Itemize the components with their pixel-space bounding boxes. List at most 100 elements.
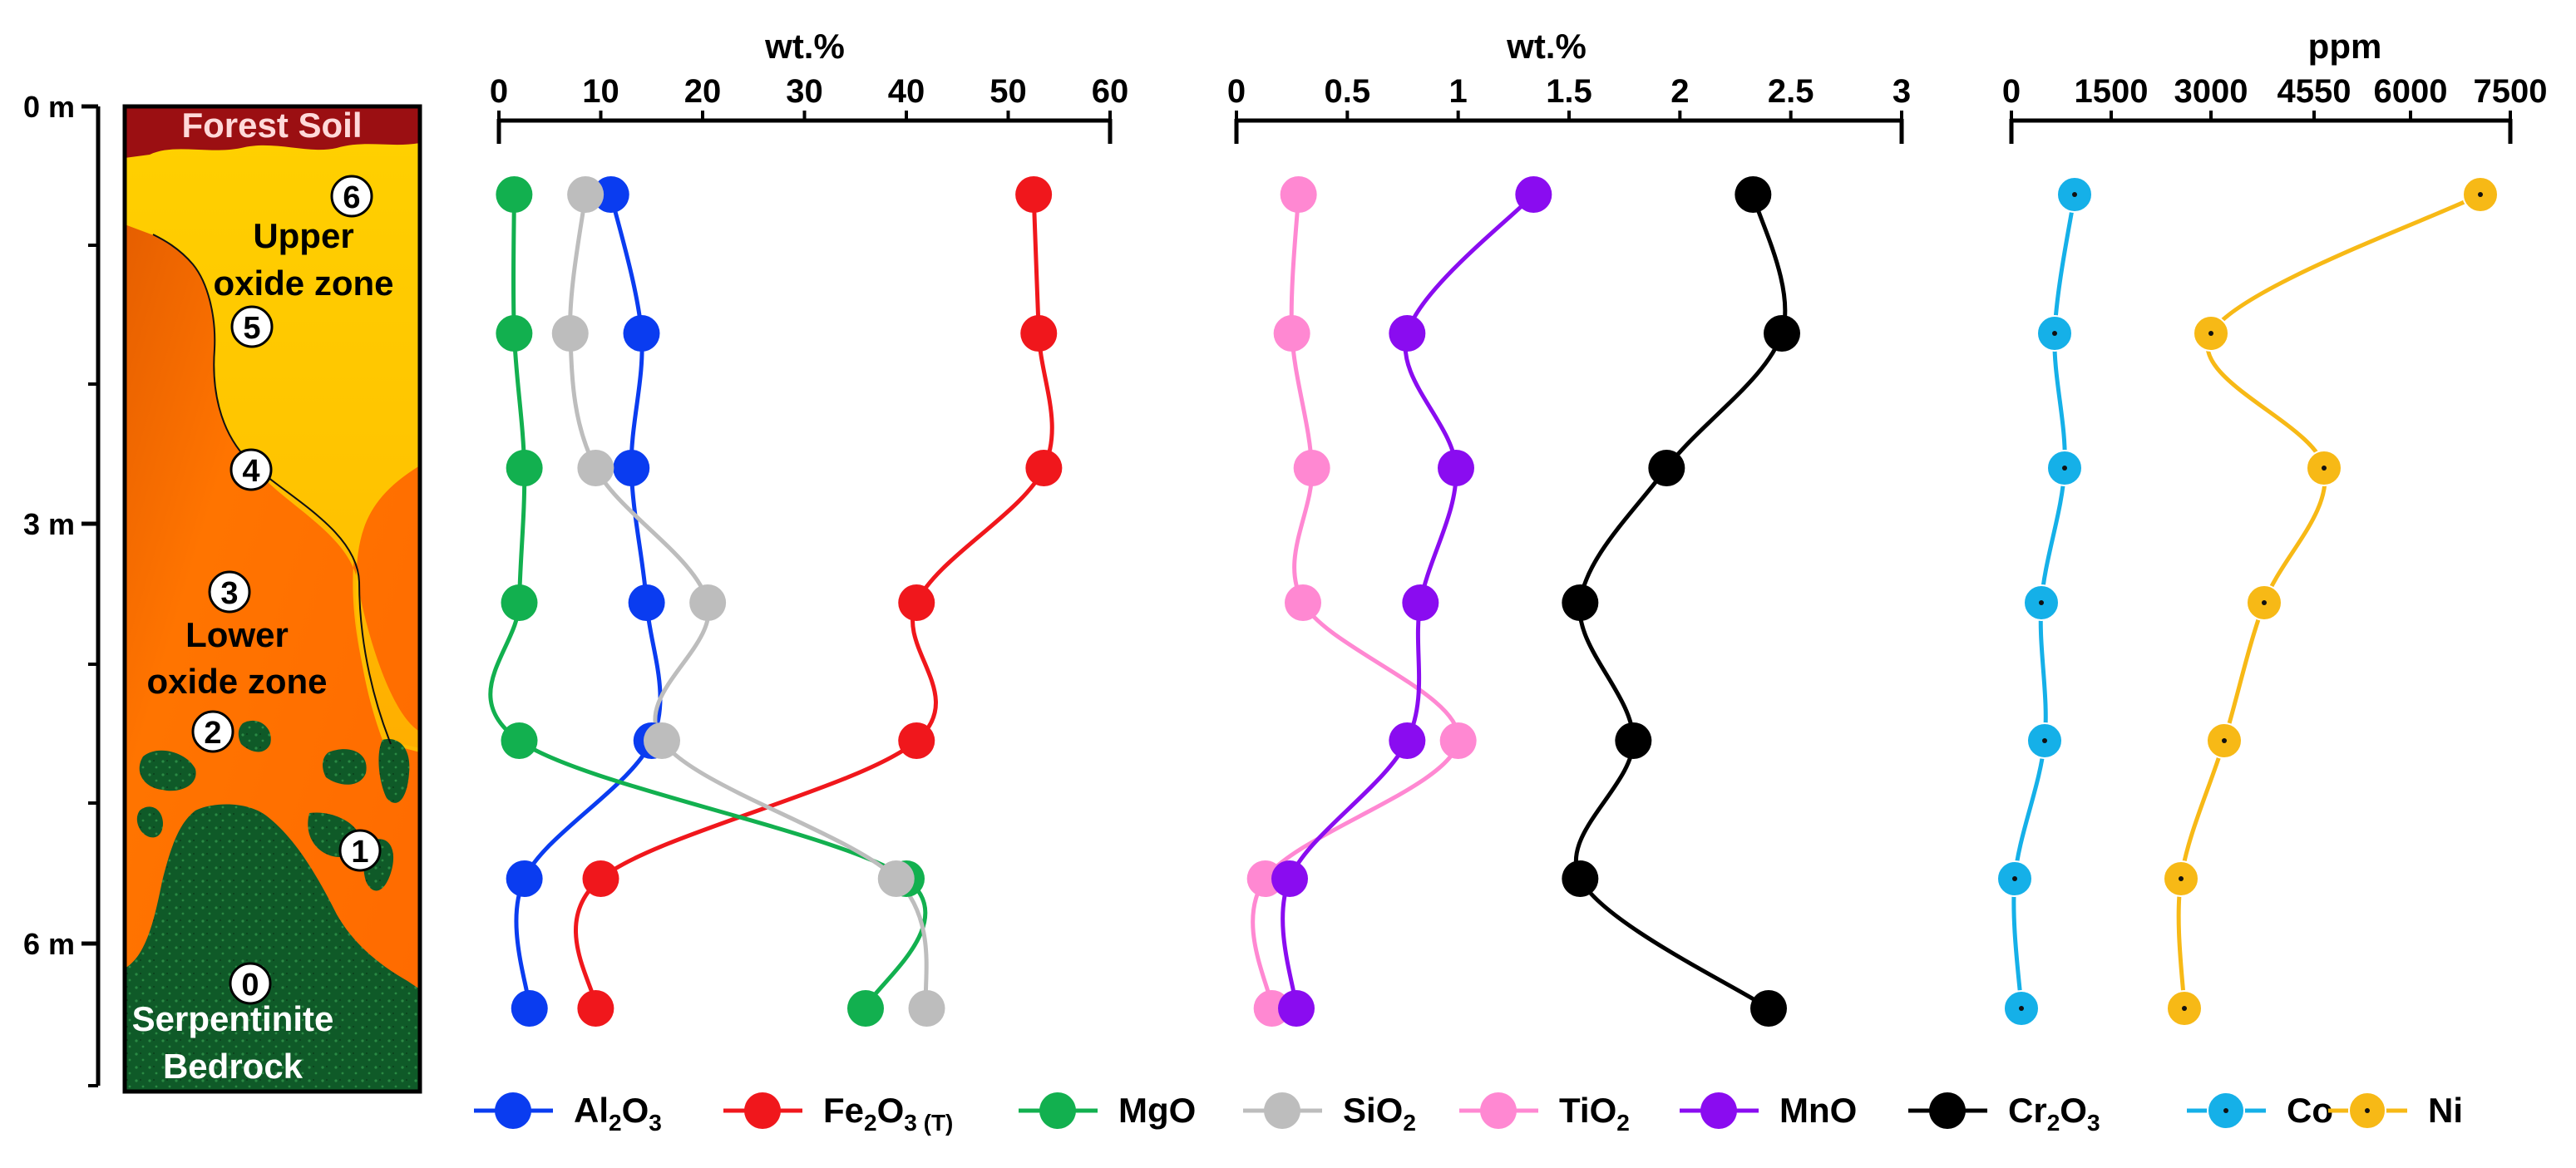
data-point [628,584,665,621]
data-point [1025,450,1063,486]
legend-marker [1039,1092,1076,1129]
lower-oxide-zone-label-line1: Lower [185,615,289,654]
x-tick-label: 50 [989,73,1027,110]
data-point [592,176,629,213]
svg-text:6: 6 [343,180,360,215]
svg-text:4: 4 [242,454,259,489]
data-point [501,584,538,621]
data-point [1750,990,1787,1027]
sample-marker-1: 1 [338,829,382,872]
depth-tick-label-3m: 3 m [23,507,75,541]
x-tick-label: 10 [582,73,619,110]
sample-marker-0: 0 [229,962,272,1005]
svg-text:0: 0 [241,968,259,1003]
data-point [1020,315,1058,352]
sample-marker-3: 3 [208,570,251,614]
data-point-center [2042,738,2047,743]
x-tick-label: 6000 [2374,73,2448,110]
data-point-center [2052,331,2057,336]
data-point [1439,722,1477,759]
x-tick-label: 20 [684,73,722,110]
legend-label: MgO [1118,1091,1196,1130]
x-tick-label: 30 [786,73,823,110]
data-point [1562,584,1599,621]
data-point [847,990,884,1027]
legend-item-co: Co [2187,1091,2333,1130]
data-point-center [2478,192,2483,197]
data-point [1293,450,1330,486]
data-point [577,990,614,1027]
chart-panel-minor-oxides: wt.% 0 0.5 1 1.5 2 2.5 3 [1227,27,1911,1027]
x-tick-label: 1.5 [1546,73,1592,110]
bedrock-label-line1: Serpentinite [132,999,334,1038]
data-point-center [2322,466,2327,471]
x-tick-label: 4550 [2277,73,2351,110]
data-point [577,450,614,486]
legend-item-mno: MnO [1680,1091,1857,1130]
axis-title: wt.% [1506,27,1587,66]
sample-marker-6: 6 [330,175,373,218]
data-point [496,315,533,352]
series-line [568,194,929,1009]
legend-label: TiO2 [1559,1091,1630,1136]
series-line [2176,192,2482,1009]
sample-marker-2: 2 [191,710,234,753]
data-point-center [2179,876,2184,881]
data-point-center [2222,738,2227,743]
legend-item-tio2: TiO2 [1459,1091,1630,1136]
legend-item-al2o3: Al2O3 [474,1091,662,1136]
bedrock-outcrop [378,739,410,803]
data-point [623,315,660,352]
x-tick-label: 0 [490,73,508,110]
sample-marker-4: 4 [229,448,273,491]
legend-item-mgo: MgO [1019,1091,1196,1130]
depth-tick-label-6m: 6 m [23,927,75,961]
data-point [1389,315,1426,352]
legend-marker [1929,1092,1966,1129]
legend-marker-center [2223,1108,2228,1113]
data-point [1015,176,1053,213]
series-line [1573,194,1788,1011]
chart-legend: Al2O3 Fe2O3 (T) MgO SiO2 TiO2 MnO Cr2O3 Co Ni [474,1091,2463,1136]
legend-marker [495,1092,531,1129]
data-point [689,584,727,621]
legend-label: Al2O3 [574,1091,662,1136]
upper-oxide-zone-label-line2: oxide zone [213,264,393,303]
legend-marker-center [2365,1108,2370,1113]
chart-panel-major-oxides: wt.% 0 10 20 30 40 50 60 [488,27,1129,1027]
data-point [506,450,543,486]
legend-label: Ni [2428,1091,2463,1130]
x-tick-label: 1500 [2075,73,2149,110]
data-point [501,722,538,759]
data-point [1285,584,1321,621]
svg-text:5: 5 [243,311,260,346]
x-tick-label: 2.5 [1768,73,1814,110]
x-tick-label: 0 [2002,73,2021,110]
data-point [1764,315,1800,352]
x-tick-label: 40 [888,73,925,110]
upper-oxide-zone-area-main [125,137,420,1092]
x-tick-label: 0 [1227,73,1246,110]
legend-label: Co [2287,1091,2333,1130]
forest-soil-layer [125,106,420,158]
data-point [511,990,548,1027]
data-point-center [2182,1006,2187,1011]
upper-oxide-zone-label-line1: Upper [253,216,353,255]
data-point-center [2062,466,2067,471]
lower-oxide-zone-label-line2: oxide zone [146,662,327,701]
x-tick-label: 2 [1670,73,1689,110]
data-point [1402,584,1439,621]
data-point [1615,722,1652,759]
data-point [1271,860,1308,897]
data-point-center [2012,876,2017,881]
x-tick-label: 3 [1893,73,1911,110]
data-point [908,990,945,1027]
sample-marker-5: 5 [230,305,274,348]
legend-item-cr2o3: Cr2O3 [1908,1091,2100,1136]
bedrock-label-line2: Bedrock [163,1047,303,1086]
legend-item-fe2o3: Fe2O3 (T) [723,1091,953,1136]
x-tick-label: 7500 [2474,73,2548,110]
x-tick-label: 60 [1092,73,1129,110]
legend-label: Cr2O3 [2008,1091,2100,1136]
axis-title: wt.% [764,27,845,66]
